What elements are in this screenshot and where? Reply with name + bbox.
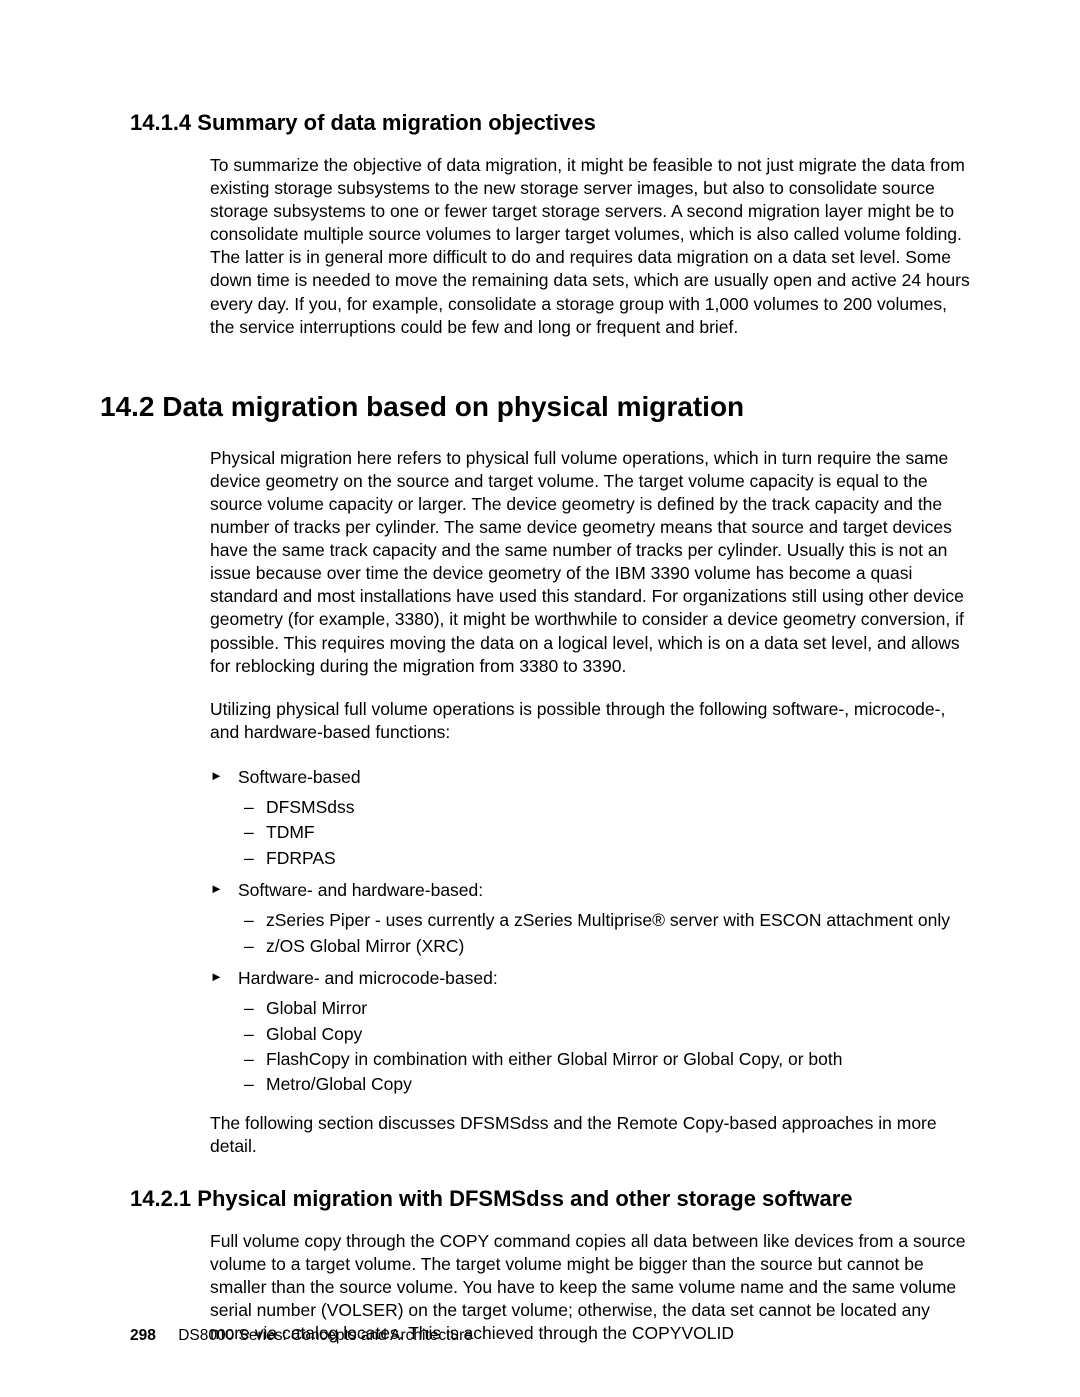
list-label: Software-based	[238, 767, 361, 787]
page-number: 298	[130, 1327, 156, 1344]
list-item: Software-based DFSMSdss TDMF FDRPAS	[210, 764, 970, 871]
sublist-item: FDRPAS	[238, 846, 970, 871]
sublist-item: FlashCopy in combination with either Glo…	[238, 1047, 970, 1072]
sublist: Global Mirror Global Copy FlashCopy in c…	[238, 996, 970, 1098]
sublist-item: TDMF	[238, 820, 970, 845]
book-title: DS8000 Series: Concepts and Architecture	[178, 1327, 473, 1344]
sublist-item: Metro/Global Copy	[238, 1072, 970, 1097]
para-14-2-a: Physical migration here refers to physic…	[210, 447, 970, 678]
sublist-item: Global Copy	[238, 1022, 970, 1047]
sublist-item: zSeries Piper - uses currently a zSeries…	[238, 908, 970, 933]
page-footer: 298 DS8000 Series: Concepts and Architec…	[130, 1327, 473, 1345]
sublist-item: Global Mirror	[238, 996, 970, 1021]
sublist: DFSMSdss TDMF FDRPAS	[238, 795, 970, 871]
list-item: Software- and hardware-based: zSeries Pi…	[210, 877, 970, 959]
list-item: Hardware- and microcode-based: Global Mi…	[210, 965, 970, 1098]
heading-14-2-1: 14.2.1 Physical migration with DFSMSdss …	[130, 1186, 970, 1212]
functions-list: Software-based DFSMSdss TDMF FDRPAS Soft…	[210, 764, 970, 1098]
para-14-1-4: To summarize the objective of data migra…	[210, 154, 970, 339]
list-label: Hardware- and microcode-based:	[238, 968, 498, 988]
heading-14-1-4: 14.1.4 Summary of data migration objecti…	[130, 110, 970, 136]
sublist: zSeries Piper - uses currently a zSeries…	[238, 908, 970, 959]
para-14-2-c: The following section discusses DFSMSdss…	[210, 1112, 970, 1158]
sublist-item: DFSMSdss	[238, 795, 970, 820]
sublist-item: z/OS Global Mirror (XRC)	[238, 934, 970, 959]
heading-14-2: 14.2 Data migration based on physical mi…	[100, 391, 970, 423]
document-page: 14.1.4 Summary of data migration objecti…	[0, 0, 1080, 1397]
list-label: Software- and hardware-based:	[238, 880, 483, 900]
para-14-2-b: Utilizing physical full volume operation…	[210, 698, 970, 744]
